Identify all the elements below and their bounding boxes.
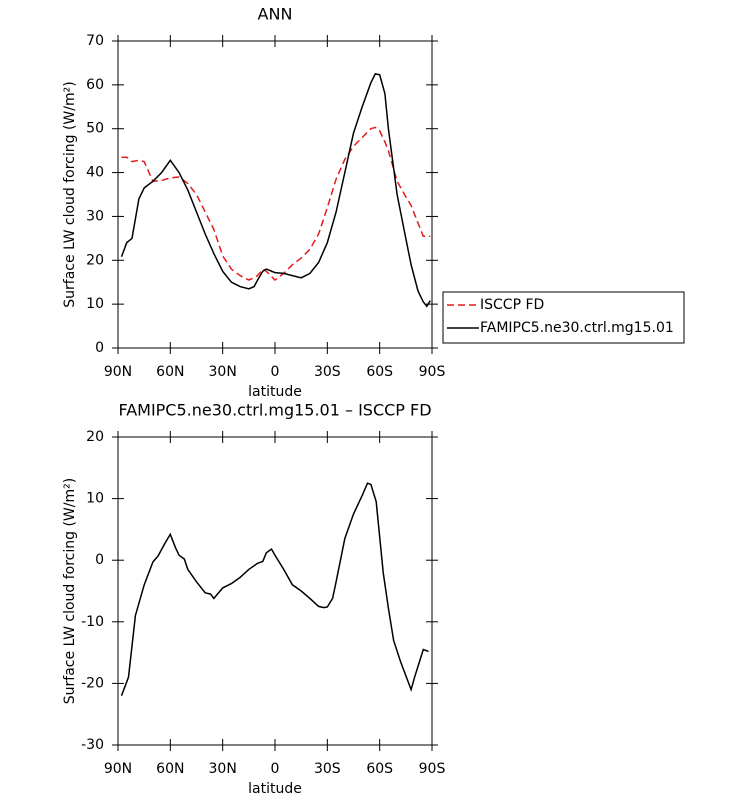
x-tick-label: 60N (156, 364, 184, 380)
y-tick-label: 20 (86, 429, 104, 445)
plot-frame (117, 436, 433, 746)
x-tick-label: 30S (314, 761, 341, 777)
chart-title: ANN (258, 5, 293, 24)
x-tick-label: 0 (271, 761, 280, 777)
legend-box (442, 291, 685, 344)
y-tick-label: 0 (95, 340, 104, 356)
y-tick-label: 40 (86, 165, 104, 181)
plot-frame (117, 40, 433, 349)
y-tick-label: 20 (86, 252, 104, 268)
x-axis-label: latitude (248, 781, 302, 797)
y-tick-label: 10 (86, 491, 104, 507)
y-axis-label: Surface LW cloud forcing (W/m²) (62, 478, 78, 704)
x-tick-label: 0 (271, 364, 280, 380)
y-tick-label: 50 (86, 121, 104, 137)
x-tick-label: 30N (209, 761, 237, 777)
series-line (120, 482, 429, 696)
y-axis-label: Surface LW cloud forcing (W/m²) (62, 81, 78, 307)
y-tick-label: 70 (86, 33, 104, 49)
legend-label: FAMIPC5.ne30.ctrl.mg15.01 (480, 320, 674, 336)
series-line (121, 126, 431, 281)
y-tick-label: 30 (86, 208, 104, 224)
x-tick-label: 90N (104, 761, 132, 777)
y-tick-label: 0 (95, 552, 104, 568)
x-tick-label: 60N (156, 761, 184, 777)
x-tick-label: 90S (419, 761, 446, 777)
y-tick-label: -10 (81, 614, 104, 630)
y-tick-label: 60 (86, 77, 104, 93)
chart-title: FAMIPC5.ne30.ctrl.mg15.01 – ISCCP FD (118, 401, 431, 420)
x-tick-label: 60S (366, 364, 393, 380)
x-tick-label: 90S (419, 364, 446, 380)
x-tick-label: 30N (209, 364, 237, 380)
y-tick-label: -20 (81, 675, 104, 691)
x-axis-label: latitude (248, 384, 302, 400)
x-tick-label: 90N (104, 364, 132, 380)
y-tick-label: 10 (86, 296, 104, 312)
series-line (120, 73, 431, 308)
x-tick-label: 30S (314, 364, 341, 380)
y-tick-label: -30 (81, 737, 104, 753)
legend-label: ISCCP FD (480, 297, 544, 313)
x-tick-label: 60S (366, 761, 393, 777)
